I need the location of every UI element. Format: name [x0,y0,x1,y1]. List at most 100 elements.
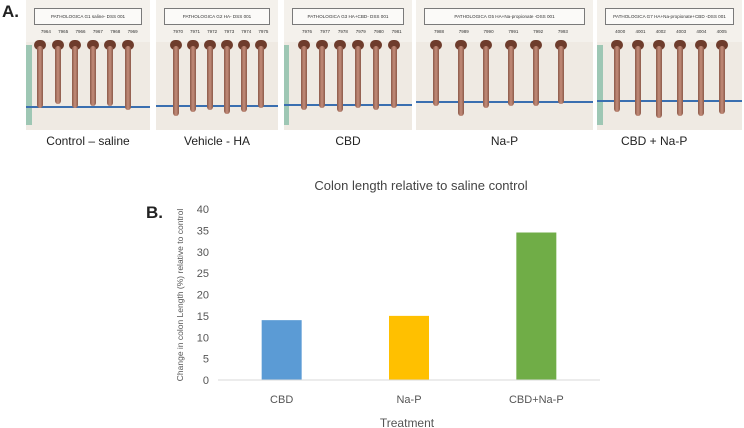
colon-specimen [224,46,230,114]
colon-specimen [677,46,683,116]
colon-specimen-head [455,40,467,50]
colon-photo-nap: PATHOLOGICA G5 HA+Na-propionate -DSS 001… [416,0,593,130]
bars [261,232,557,380]
colon-photo-cbd: PATHOLOGICA G3 HA+CBD- DSS 001 7976 7977 7… [284,0,412,130]
colon-specimen-head [632,40,644,50]
colon-specimen [355,46,361,108]
bar-cbd-na-p [516,232,557,380]
colon-specimen [72,46,78,108]
photo-label: PATHOLOGICA G7 HA+Na-propionate+CBD -DSS… [605,8,734,25]
colon-specimen [433,46,439,106]
colon-photo-control: PATHOLOGICA G1 saline- DSS 001 7964 7965 7… [26,0,150,130]
y-tick-label: 15 [197,311,209,323]
colon-photo-strip: PATHOLOGICA G1 saline- DSS 001 7964 7965 7… [26,0,742,130]
colon-specimen-head [674,40,686,50]
y-tick-label: 40 [197,204,209,216]
x-tick-label: CBD+Na-P [509,394,564,406]
y-tick-label: 5 [203,354,209,366]
colon-specimen [483,46,489,108]
colon-specimen [656,46,662,118]
panel-b-letter: B. [146,203,163,222]
colon-specimen [508,46,514,106]
colon-specimen [301,46,307,110]
colon-specimen [107,46,113,106]
colon-specimen-head [370,40,382,50]
colon-specimen [373,46,379,110]
colon-specimen-head [555,40,567,50]
colon-specimen [635,46,641,116]
colon-specimen [614,46,620,112]
colon-specimen [207,46,213,110]
colon-specimen [719,46,725,114]
colon-specimen [89,46,96,106]
colon-specimen-head [204,40,216,50]
colon-specimen-head [334,40,346,50]
y-tick-label: 35 [197,225,209,237]
photo-label: PATHOLOGICA G2 HA- DSS 001 [164,8,270,25]
colon-specimen-head [221,40,233,50]
x-axis-label: Treatment [380,416,435,428]
colon-specimen [241,46,247,112]
y-tick-label: 10 [197,332,209,344]
bar-cbd [261,320,302,380]
colon-specimen [319,46,325,108]
colon-specimen [337,46,343,112]
colon-photo-vehicle: PATHOLOGICA G2 HA- DSS 001 7970 7971 7972 7… [156,0,278,130]
x-tick-label: Na-P [396,394,421,406]
colon-specimen [190,46,196,112]
colon-specimen-head [316,40,328,50]
x-axis-ticks: CBD Na-P CBD+Na-P [270,394,564,406]
colon-specimen-head [695,40,707,50]
colon-specimen-head [34,40,46,50]
photo-label: PATHOLOGICA G1 saline- DSS 001 [34,8,142,25]
colon-specimen-head [480,40,492,50]
caption-nap: Na-P [490,134,519,148]
sample-ids: 7976 7977 7978 7979 7980 7981 [302,29,402,34]
colon-specimen [533,46,539,106]
colon-specimen-head [505,40,517,50]
colon-specimen-head [51,40,64,50]
colon-specimen [173,46,179,116]
colon-specimen-head [530,40,542,50]
photo-label: PATHOLOGICA G3 HA+CBD- DSS 001 [292,8,404,25]
colon-specimen [698,46,704,116]
y-tick-label: 30 [197,247,209,259]
caption-control: Control – saline [46,134,130,148]
chart-title: Colon length relative to saline control [314,178,527,193]
caption-cbd: CBD [335,134,361,148]
photo-label: PATHOLOGICA G5 HA+Na-propionate -DSS 001 [424,8,585,25]
sample-ids: 7964 7965 7966 7967 7968 7969 [40,29,138,34]
bar-na-p [389,315,429,380]
colon-specimen-head [104,40,116,50]
colon-photo-cbd-nap: PATHOLOGICA G7 HA+Na-propionate+CBD -DSS… [597,0,742,130]
panel-a-letter: A. [2,2,19,21]
colon-specimen [258,46,264,108]
colon-specimen [124,46,131,110]
colon-specimen-head [298,40,310,50]
colon-specimen [458,46,464,116]
colon-specimen-head [238,40,250,50]
colon-specimen [391,46,397,108]
colon-specimen-head [255,40,267,50]
colon-specimen [37,46,43,108]
colon-specimen-head [430,40,442,50]
colon-specimen-head [653,40,665,50]
y-tick-label: 20 [197,290,209,302]
caption-cbd-nap: CBD + Na-P [621,134,688,148]
colon-specimen-head [352,40,364,50]
colon-specimen-head [86,40,99,50]
colon-specimen [558,46,564,104]
colon-specimen-head [187,40,199,50]
y-axis-ticks: 0 5 10 15 20 25 30 35 40 [197,204,209,387]
caption-vehicle: Vehicle - HA [183,134,251,148]
sample-ids: 7970 7971 7972 7973 7974 7975 [172,29,269,34]
colon-specimen-head [716,40,728,50]
colon-specimen-head [170,40,182,50]
y-tick-label: 0 [203,375,209,387]
y-tick-label: 25 [197,268,209,280]
sample-ids: 7988 7989 7990 7991 7992 7993 [433,29,568,34]
y-axis-label: Change in colon Length (%) relative to c… [175,209,185,382]
colon-specimen [54,46,61,104]
colon-specimen-head [611,40,623,50]
